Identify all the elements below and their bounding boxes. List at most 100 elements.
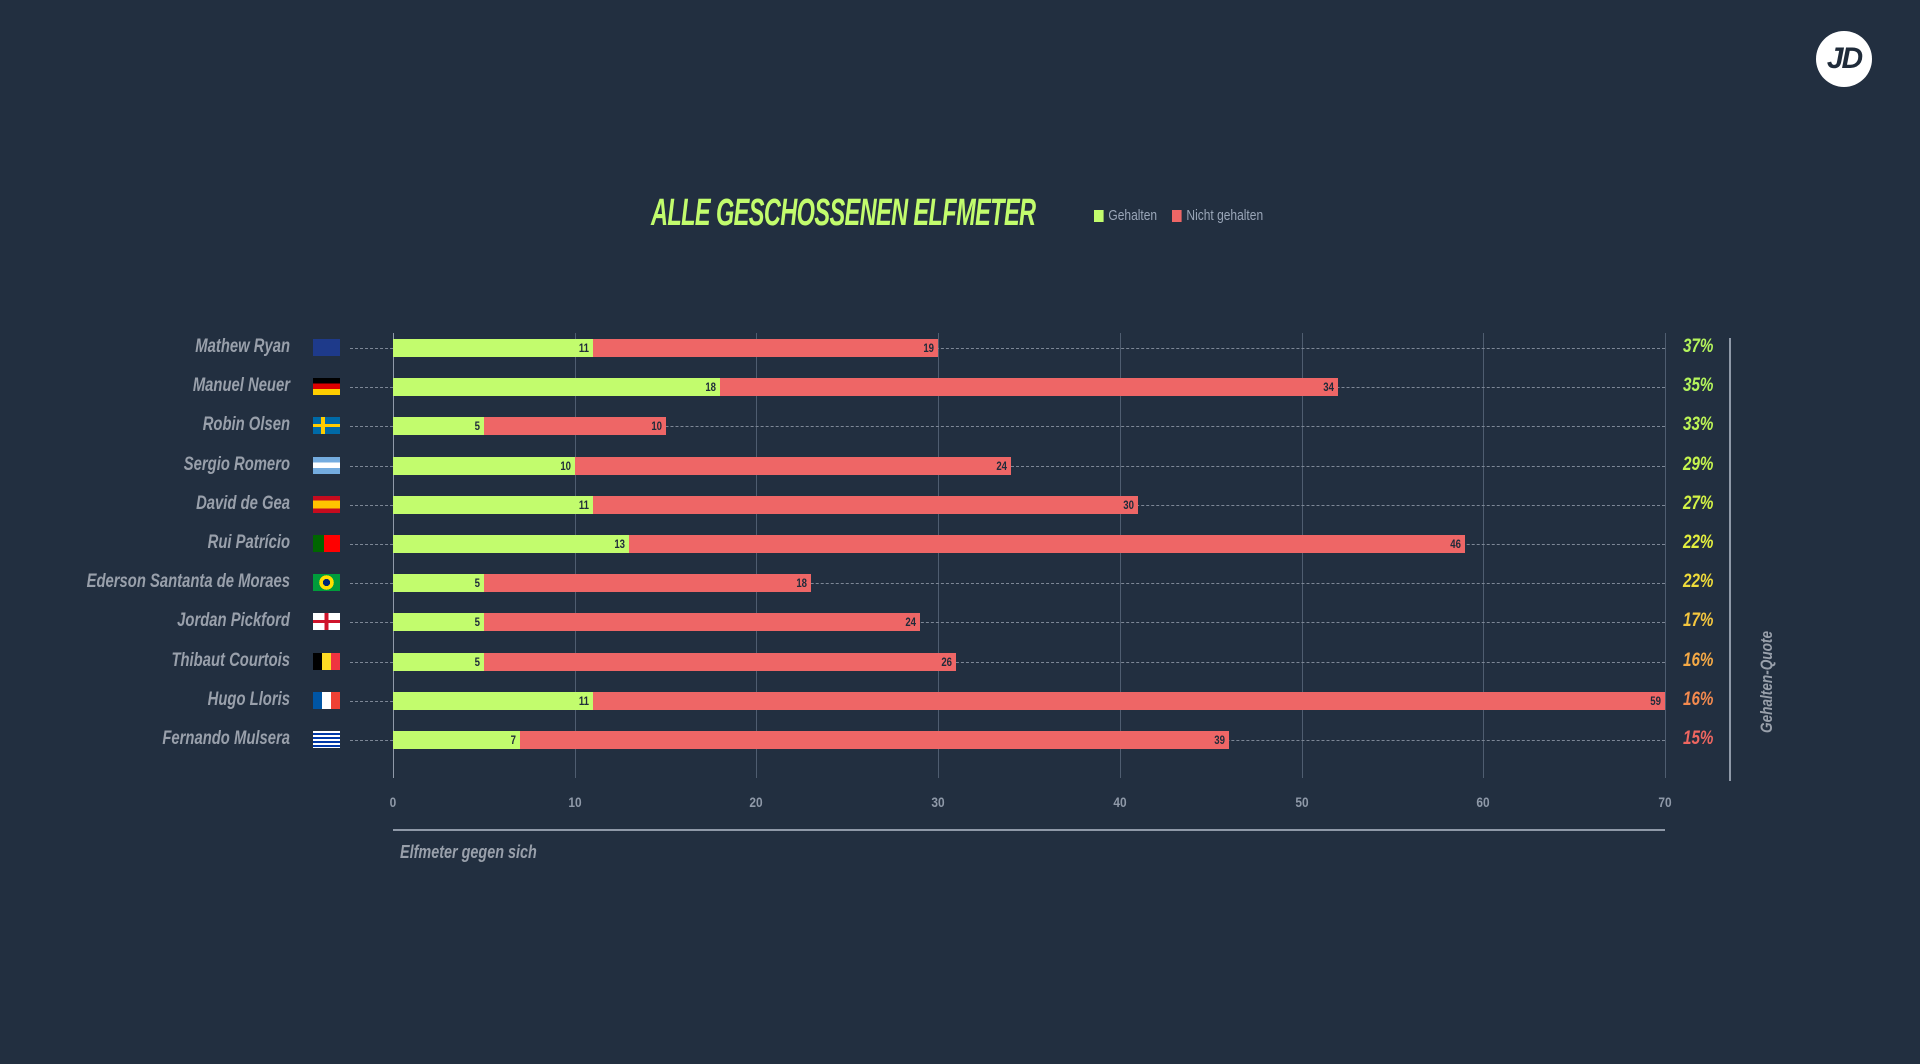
value-label-gehalten: 11	[578, 497, 589, 512]
bar-gehalten	[393, 417, 484, 436]
quote-value: 17%	[1683, 610, 1714, 632]
value-label-nicht-gehalten: 30	[1123, 497, 1135, 512]
value-label-gehalten: 18	[705, 380, 717, 395]
value-label-nicht-gehalten: 46	[1450, 537, 1462, 551]
value-label-nicht-gehalten: 19	[923, 341, 935, 355]
x-axis-line	[393, 829, 1665, 831]
gridline	[1483, 333, 1485, 778]
x-tick-label: 10	[568, 794, 582, 810]
value-label-gehalten: 5	[474, 576, 480, 591]
row-guide	[350, 583, 1665, 585]
gridline	[756, 333, 758, 778]
gridline	[574, 333, 576, 778]
flag-australia-icon	[313, 339, 340, 356]
value-label-nicht-gehalten: 39	[1214, 733, 1225, 747]
flag-portugal-icon	[313, 535, 340, 552]
value-label-nicht-gehalten: 24	[905, 615, 916, 630]
jd-logo: JD	[1816, 31, 1872, 87]
value-label-gehalten: 11	[578, 693, 589, 708]
bar-nicht-gehalten	[592, 339, 939, 357]
value-label-nicht-gehalten: 10	[650, 419, 662, 434]
bar-nicht-gehalten	[720, 378, 1338, 397]
chart-title: ALLE GESCHOSSENEN ELFMETER	[651, 192, 1036, 234]
bar-nicht-gehalten	[483, 574, 811, 593]
legend-item-gehalten: Gehalten	[1094, 207, 1157, 224]
player-name: Sergio Romero	[183, 453, 290, 475]
player-name: David de Gea	[196, 492, 290, 514]
quote-value: 22%	[1683, 571, 1714, 593]
x-tick-label: 60	[1476, 794, 1490, 810]
quote-value: 29%	[1683, 453, 1714, 475]
legend-swatch	[1172, 209, 1182, 222]
quote-value: 37%	[1683, 336, 1714, 357]
value-label-nicht-gehalten: 18	[796, 576, 807, 591]
bar-nicht-gehalten	[592, 495, 1139, 514]
value-label-gehalten: 11	[578, 341, 589, 355]
row-guide	[350, 661, 1665, 663]
gridline	[1301, 333, 1303, 778]
row-guide	[350, 348, 1665, 349]
player-name: Rui Patrício	[207, 532, 290, 553]
bar-gehalten	[393, 456, 575, 475]
quote-value: 16%	[1683, 649, 1714, 671]
bar-gehalten	[393, 339, 593, 357]
bar-gehalten	[393, 691, 593, 710]
flag-germany-icon	[313, 378, 340, 396]
value-label-gehalten: 5	[474, 419, 480, 434]
value-label-gehalten: 5	[474, 615, 480, 630]
bar-gehalten	[393, 378, 721, 397]
legend-swatch	[1094, 209, 1104, 222]
player-name: Thibaut Courtois	[171, 649, 290, 671]
right-axis-line	[1729, 338, 1731, 781]
x-tick-label: 50	[1294, 794, 1309, 810]
player-name: Ederson Santanta de Moraes	[86, 571, 291, 593]
right-axis-label: Gehalten-Quote	[1757, 630, 1776, 733]
flag-sweden-icon	[313, 417, 340, 435]
quote-value: 22%	[1683, 532, 1714, 553]
player-name: Mathew Ryan	[195, 336, 290, 357]
gridline	[1665, 333, 1666, 778]
value-label-nicht-gehalten: 24	[996, 458, 1007, 473]
player-name: Fernando Mulsera	[162, 728, 290, 749]
legend-item-nicht-gehalten: Nicht gehalten	[1172, 207, 1263, 224]
value-label-gehalten: 5	[474, 654, 480, 669]
bar-nicht-gehalten	[483, 652, 957, 671]
row-guide	[350, 426, 1665, 428]
bar-gehalten	[393, 495, 593, 514]
bar-gehalten	[393, 535, 630, 553]
bar-gehalten	[393, 731, 521, 749]
x-tick-label: 70	[1658, 794, 1672, 810]
value-label-gehalten: 7	[510, 733, 517, 747]
x-tick-label: 30	[931, 794, 945, 810]
row-guide	[350, 622, 1665, 624]
x-axis-label: Elfmeter gegen sich	[400, 842, 537, 862]
bar-nicht-gehalten	[483, 417, 666, 436]
player-name: Jordan Pickford	[177, 610, 290, 632]
flag-argentina-icon	[313, 456, 340, 474]
quote-value: 33%	[1683, 414, 1714, 436]
gridline	[393, 333, 394, 778]
value-label-nicht-gehalten: 26	[941, 654, 953, 669]
gridline	[1119, 333, 1121, 778]
value-label-nicht-gehalten: 34	[1323, 380, 1334, 395]
player-name: Manuel Neuer	[192, 375, 290, 397]
bar-nicht-gehalten	[483, 613, 920, 632]
value-label-gehalten: 10	[560, 458, 571, 473]
legend-label: Nicht gehalten	[1186, 207, 1264, 224]
bar-nicht-gehalten	[520, 731, 1229, 749]
quote-value: 35%	[1683, 375, 1714, 397]
flag-uruguay-icon	[313, 731, 340, 748]
value-label-gehalten: 13	[614, 537, 626, 551]
player-name: Hugo Lloris	[207, 688, 290, 710]
flag-belgium-icon	[313, 652, 340, 670]
x-tick-label: 40	[1113, 794, 1127, 810]
bar-nicht-gehalten	[592, 691, 1665, 710]
x-tick-label: 20	[749, 794, 764, 810]
player-name: Robin Olsen	[202, 414, 290, 436]
bar-nicht-gehalten	[574, 456, 1011, 475]
gridline	[938, 333, 940, 778]
bar-gehalten	[393, 652, 484, 671]
quote-value: 15%	[1683, 728, 1714, 749]
x-tick-label: 0	[389, 794, 397, 810]
quote-value: 27%	[1683, 492, 1714, 514]
